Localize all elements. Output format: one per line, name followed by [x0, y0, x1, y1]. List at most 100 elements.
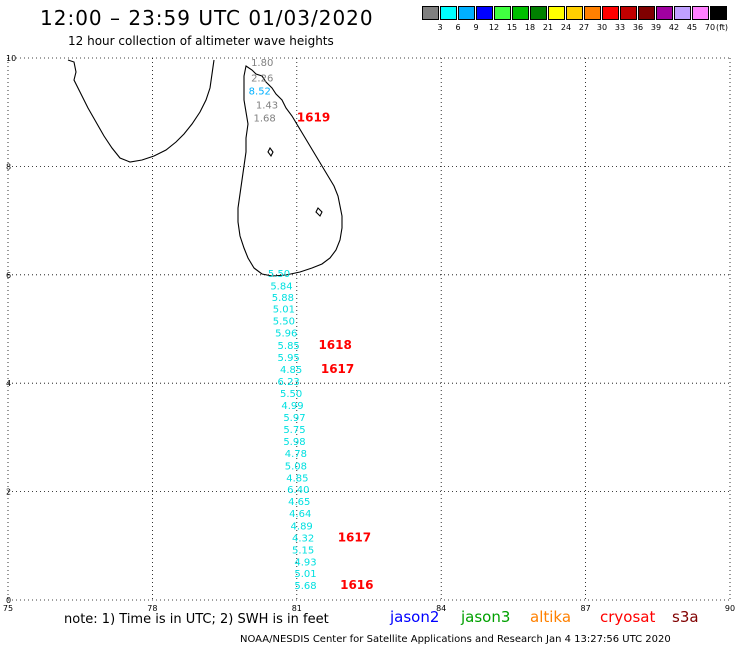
lon-tick-label: 84 — [436, 604, 446, 613]
lon-tick-label: 78 — [147, 604, 157, 613]
swh-value: 6.40 — [287, 485, 309, 496]
legend-swatch — [674, 6, 691, 20]
credit-line: NOAA/NESDIS Center for Satellite Applica… — [240, 634, 671, 645]
legend-label: 18 — [524, 23, 536, 32]
legend-label: 21 — [542, 23, 554, 32]
swh-value: 5.68 — [294, 581, 316, 592]
swh-value: 4.89 — [291, 522, 313, 533]
lat-tick-label: 0 — [6, 596, 11, 605]
map-subtitle: 12 hour collection of altimeter wave hei… — [68, 34, 334, 48]
legend-label: 27 — [578, 23, 590, 32]
legend-label: 30 — [596, 23, 608, 32]
satellite-name: s3a — [672, 608, 699, 626]
legend-label: 6 — [455, 23, 461, 32]
coastline-islet — [315, 207, 323, 217]
footnote: note: 1) Time is in UTC; 2) SWH is in fe… — [64, 612, 329, 627]
swh-value: 4.65 — [288, 497, 310, 508]
swh-value: 4.85 — [286, 473, 308, 484]
swh-value: 1.43 — [256, 100, 278, 111]
lon-tick-label: 90 — [725, 604, 735, 613]
legend-label: 45 — [686, 23, 698, 32]
swh-value: 1.80 — [251, 58, 273, 69]
legend-unit: (ft) — [715, 23, 729, 32]
legend-swatch — [476, 6, 493, 20]
coastline-sri-lanka — [237, 65, 343, 277]
swh-value: 5.98 — [283, 437, 305, 448]
legend-label: 33 — [614, 23, 626, 32]
legend-label: 36 — [632, 23, 644, 32]
legend-label: 15 — [506, 23, 518, 32]
legend-swatch — [458, 6, 475, 20]
swh-value: 5.75 — [283, 425, 305, 436]
legend-swatch — [584, 6, 601, 20]
coastline-islet — [267, 146, 274, 158]
swh-value: 5.84 — [270, 281, 292, 292]
swh-value: 5.95 — [278, 353, 300, 364]
legend-swatch — [530, 6, 547, 20]
satellite-name: jason3 — [461, 608, 511, 626]
map-axes: 75 78 81 84 87 90 0 2 4 6 8 10 — [3, 54, 735, 613]
legend-swatch — [692, 6, 709, 20]
legend-swatch — [512, 6, 529, 20]
swh-value: 5.88 — [272, 293, 294, 304]
satellite-name: altika — [530, 608, 572, 626]
map-title: 12:00 – 23:59 UTC 01/03/2020 — [40, 6, 374, 30]
legend-swatch — [566, 6, 583, 20]
legend-label: 70 — [704, 23, 716, 32]
legend-label: 3 — [437, 23, 443, 32]
swh-value: 6.23 — [278, 377, 300, 388]
legend-swatch — [620, 6, 637, 20]
lat-tick-label: 6 — [6, 271, 11, 280]
swh-value: 5.50 — [273, 317, 295, 328]
swh-value: 1.68 — [253, 113, 275, 124]
pass-time-label: 1618 — [318, 338, 351, 352]
swh-value: 5.01 — [294, 569, 316, 580]
swh-value: 4.78 — [285, 449, 307, 460]
swh-value: 4.32 — [292, 533, 314, 544]
pass-time-label: 1619 — [297, 110, 330, 124]
swh-value: 4.64 — [289, 509, 311, 520]
swh-value: 5.50 — [280, 389, 302, 400]
swh-observations: 1.802.268.521.431.685.505.845.885.015.50… — [249, 58, 317, 592]
coastline-india — [67, 59, 215, 163]
coastline — [67, 59, 343, 277]
satellite-name: cryosat — [600, 608, 656, 626]
legend-swatch — [548, 6, 565, 20]
legend-label: 42 — [668, 23, 680, 32]
legend-label: 12 — [488, 23, 500, 32]
pass-time-label: 1616 — [340, 578, 373, 592]
legend-swatch — [494, 6, 511, 20]
legend-swatch — [656, 6, 673, 20]
lat-tick-label: 4 — [6, 379, 11, 388]
swh-value: 5.85 — [278, 341, 300, 352]
legend-swatch — [710, 6, 727, 20]
legend-label: 24 — [560, 23, 572, 32]
swh-value: 4.93 — [294, 557, 316, 568]
swh-value: 5.96 — [275, 329, 297, 340]
swh-value: 4.85 — [280, 365, 302, 376]
lon-tick-label: 75 — [3, 604, 13, 613]
swh-value: 5.97 — [283, 413, 305, 424]
pass-time-label: 1617 — [321, 362, 354, 376]
swh-value: 4.99 — [281, 401, 303, 412]
legend-swatch — [422, 6, 439, 20]
lon-tick-label: 81 — [292, 604, 302, 613]
swh-value: 5.50 — [268, 269, 290, 280]
pass-time-label: 1617 — [338, 530, 371, 544]
lat-tick-label: 10 — [6, 54, 16, 63]
legend-swatch — [638, 6, 655, 20]
lat-tick-label: 2 — [6, 488, 11, 497]
swh-value: 5.15 — [292, 545, 314, 556]
lon-tick-label: 87 — [581, 604, 591, 613]
legend-label: 39 — [650, 23, 662, 32]
swh-value: 2.26 — [251, 73, 273, 84]
legend-swatch — [602, 6, 619, 20]
swh-value: 5.08 — [285, 461, 307, 472]
lat-tick-label: 8 — [6, 162, 11, 171]
map-grid — [7, 57, 731, 601]
swh-value: 5.01 — [273, 305, 295, 316]
legend-label: 9 — [473, 23, 479, 32]
satellite-name: jason2 — [390, 608, 440, 626]
swh-value: 8.52 — [249, 86, 271, 97]
